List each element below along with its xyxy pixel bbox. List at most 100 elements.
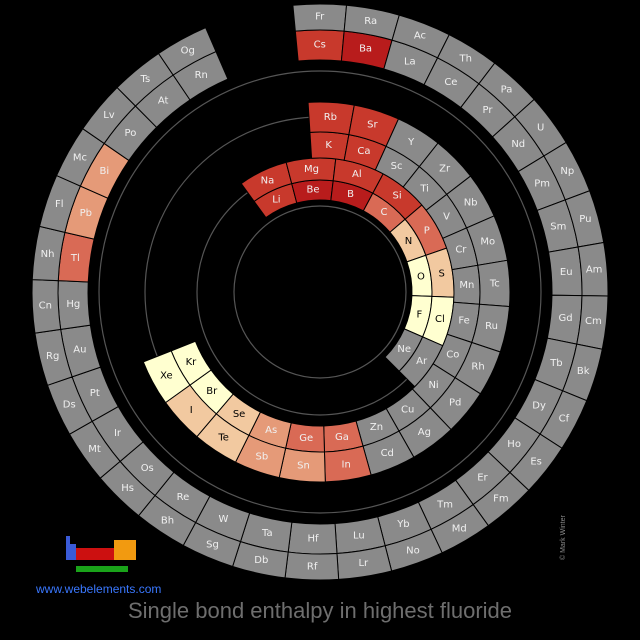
element-label-mn: Mn (459, 280, 474, 291)
element-label-rh: Rh (471, 362, 484, 373)
element-label-os: Os (141, 463, 154, 474)
element-label-ds: Ds (63, 399, 76, 410)
element-label-hs: Hs (121, 483, 134, 494)
element-cells: HHeLiBeBCNOFNeNaMgAlSiPSClArKCaScTiVCrMn… (31, 3, 609, 581)
element-label-sm: Sm (550, 222, 566, 233)
element-label-fr: Fr (315, 12, 325, 23)
element-label-ru: Ru (485, 321, 498, 332)
element-label-th: Th (459, 53, 472, 64)
element-label-at: At (158, 96, 169, 107)
element-label-tl: Tl (70, 253, 80, 264)
credit-text: © Mark Winter (560, 515, 567, 560)
element-label-eu: Eu (560, 267, 573, 278)
element-label-cm: Cm (585, 316, 602, 327)
element-label-pt: Pt (90, 388, 100, 399)
element-label-cn: Cn (39, 300, 52, 311)
element-label-lu: Lu (353, 530, 365, 541)
element-label-lv: Lv (103, 110, 115, 121)
element-label-dy: Dy (532, 401, 546, 412)
element-label-n: N (405, 236, 412, 247)
element-label-bh: Bh (161, 515, 174, 526)
element-label-og: Og (181, 45, 195, 56)
element-label-mo: Mo (480, 237, 495, 248)
element-label-ag: Ag (418, 427, 431, 438)
element-label-cf: Cf (559, 414, 570, 425)
element-label-cd: Cd (381, 448, 394, 459)
element-label-tc: Tc (489, 279, 500, 290)
element-label-tb: Tb (549, 358, 562, 369)
element-label-ar: Ar (416, 356, 428, 367)
logo-s-block-2 (70, 544, 76, 560)
element-label-es: Es (530, 457, 542, 468)
element-label-rf: Rf (307, 561, 318, 572)
element-label-ts: Ts (139, 74, 150, 85)
element-label-y: Y (407, 137, 415, 148)
element-label-mc: Mc (73, 152, 87, 163)
element-label-cs: Cs (314, 40, 326, 51)
element-label-li: Li (272, 194, 280, 205)
element-label-be: Be (306, 185, 319, 196)
element-label-np: Np (560, 166, 574, 177)
element-label-ho: Ho (507, 439, 521, 450)
element-label-al: Al (352, 169, 362, 180)
element-label-fm: Fm (493, 494, 509, 505)
element-label-f: F (417, 309, 423, 320)
element-label-ac: Ac (414, 30, 426, 41)
element-label-fl: Fl (55, 199, 64, 210)
logo-s-block (66, 536, 70, 560)
element-label-si: Si (393, 191, 402, 202)
element-label-ir: Ir (114, 428, 122, 439)
element-label-c: C (380, 207, 387, 218)
element-label-ca: Ca (357, 146, 370, 157)
element-label-mt: Mt (88, 444, 101, 455)
element-label-nd: Nd (511, 139, 525, 150)
element-label-k: K (325, 140, 332, 151)
element-label-ra: Ra (364, 16, 377, 27)
element-label-am: Am (586, 265, 603, 276)
webelements-logo (66, 536, 138, 576)
chart-title: Single bond enthalpy in highest fluoride (127, 598, 513, 623)
element-label-cl: Cl (435, 314, 445, 325)
element-label-o: O (417, 272, 425, 283)
element-label-fe: Fe (458, 316, 469, 327)
element-label-sr: Sr (367, 120, 378, 131)
element-label-au: Au (73, 344, 86, 355)
element-label-ce: Ce (444, 77, 457, 88)
element-label-se: Se (233, 409, 246, 420)
element-label-co: Co (446, 350, 459, 361)
element-label-tm: Tm (436, 499, 453, 510)
element-label-nb: Nb (464, 197, 478, 208)
element-label-ta: Ta (261, 528, 273, 539)
element-label-sg: Sg (206, 540, 219, 551)
element-label-rb: Rb (324, 112, 337, 123)
element-label-rn: Rn (195, 70, 208, 81)
element-label-kr: Kr (186, 357, 198, 368)
element-label-la: La (404, 56, 416, 67)
element-label-pu: Pu (579, 214, 591, 225)
element-label-md: Md (452, 524, 467, 535)
element-label-hf: Hf (307, 533, 319, 544)
logo-f-block (76, 566, 128, 572)
element-label-as: As (265, 425, 277, 436)
element-label-sc: Sc (391, 161, 403, 172)
element-label-na: Na (261, 175, 275, 186)
element-cell-og (157, 27, 217, 76)
element-label-pa: Pa (501, 84, 513, 95)
element-label-bk: Bk (577, 366, 590, 377)
element-label-i: I (190, 405, 193, 416)
element-label-te: Te (217, 433, 229, 444)
element-label-er: Er (477, 473, 488, 484)
element-cell-xe (142, 350, 191, 404)
logo-d-block (76, 548, 114, 560)
element-label-sn: Sn (297, 461, 310, 472)
element-label-sb: Sb (256, 452, 269, 463)
element-label-mg: Mg (304, 164, 319, 175)
element-label-rg: Rg (46, 351, 59, 362)
element-label-zr: Zr (439, 164, 451, 175)
element-label-ti: Ti (419, 183, 429, 194)
element-label-db: Db (254, 555, 268, 566)
website-link[interactable]: www.webelements.com (36, 582, 162, 596)
element-label-re: Re (177, 492, 190, 503)
element-label-lr: Lr (358, 558, 369, 569)
